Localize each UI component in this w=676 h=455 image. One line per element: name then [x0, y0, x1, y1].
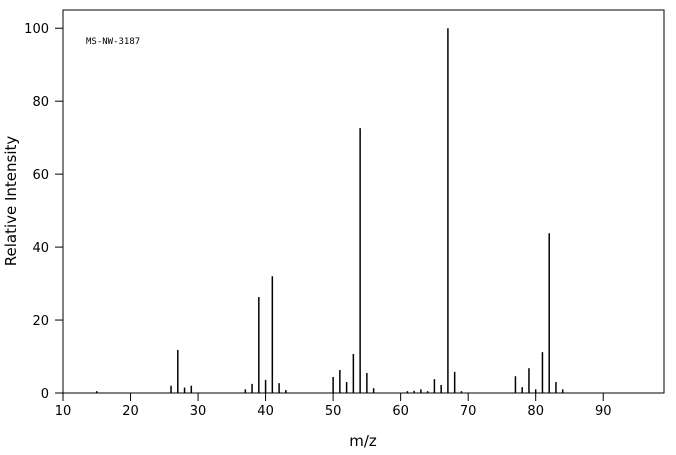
- x-tick-label: 60: [392, 404, 409, 419]
- plot-frame: [62, 9, 665, 394]
- x-tick-label: 10: [55, 404, 72, 419]
- y-tick-label: 100: [24, 22, 49, 37]
- x-axis-label: m/z: [349, 432, 377, 450]
- x-tick-label: 80: [527, 404, 544, 419]
- y-tick-label: 40: [32, 241, 49, 256]
- x-tick-label: 20: [122, 404, 139, 419]
- x-tick-label: 70: [460, 404, 477, 419]
- y-tick-label: 60: [32, 168, 49, 183]
- y-tick-label: 0: [41, 387, 49, 402]
- x-tick-label: 90: [595, 404, 612, 419]
- y-axis-label: Relative Intensity: [2, 136, 20, 267]
- x-tick-label: 40: [257, 404, 274, 419]
- y-tick-label: 20: [32, 314, 49, 329]
- annotation: MS-NW-3187: [86, 37, 140, 47]
- x-tick-label: 30: [190, 404, 207, 419]
- y-tick-label: 80: [32, 95, 49, 110]
- x-tick-label: 50: [325, 404, 342, 419]
